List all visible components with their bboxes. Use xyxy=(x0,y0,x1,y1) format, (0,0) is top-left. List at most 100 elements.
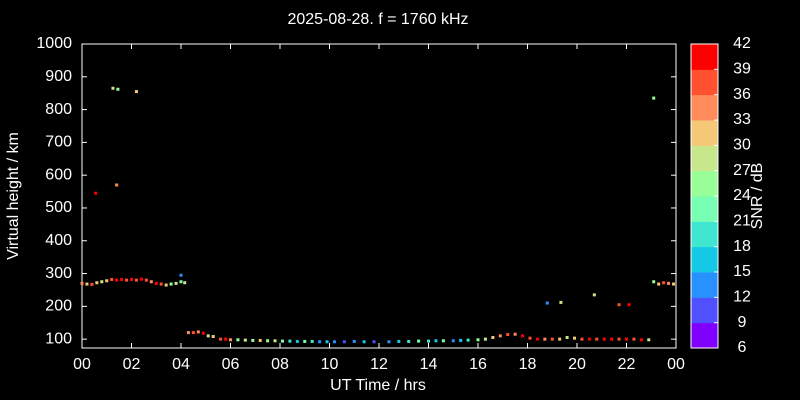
colorbar-tick-label: 18 xyxy=(733,238,751,255)
data-point xyxy=(115,278,119,282)
data-point xyxy=(397,339,401,343)
data-point xyxy=(80,281,84,285)
data-point xyxy=(491,336,495,340)
y-tick-label: 500 xyxy=(45,199,72,216)
x-tick-label: 12 xyxy=(370,356,388,373)
data-point xyxy=(625,337,628,341)
x-tick-label: 10 xyxy=(321,356,339,373)
x-axis-label: UT Time / hrs xyxy=(330,377,426,394)
data-point xyxy=(627,303,631,307)
data-point xyxy=(134,278,138,282)
data-point xyxy=(201,331,205,335)
data-point xyxy=(174,281,178,285)
x-tick-label: 02 xyxy=(123,356,141,373)
x-tick-label: 00 xyxy=(73,356,91,373)
colorbar-tick-label: 27 xyxy=(733,162,751,179)
data-point xyxy=(417,339,421,343)
data-point xyxy=(451,339,455,343)
data-point xyxy=(243,338,247,342)
y-axis-label: Virtual height / km xyxy=(5,132,22,260)
x-tick-label: 14 xyxy=(420,356,438,373)
data-point xyxy=(667,281,671,285)
colorbar-band xyxy=(691,272,718,298)
data-point xyxy=(179,280,183,284)
data-point xyxy=(111,86,115,90)
data-point xyxy=(610,337,614,341)
y-tick-label: 200 xyxy=(45,298,72,315)
colorbar-tick-label: 42 xyxy=(733,35,751,52)
data-point xyxy=(352,339,356,343)
data-point xyxy=(573,336,577,340)
x-tick-label: 16 xyxy=(469,356,487,373)
data-point xyxy=(372,340,376,344)
data-point xyxy=(134,90,138,94)
data-point xyxy=(280,339,284,343)
data-point xyxy=(617,337,621,341)
data-point xyxy=(100,280,104,284)
data-point xyxy=(318,340,322,344)
data-point xyxy=(521,334,525,338)
data-point xyxy=(85,282,89,286)
x-tick-label: 08 xyxy=(271,356,289,373)
data-point xyxy=(90,282,94,286)
data-point xyxy=(144,278,148,282)
data-point xyxy=(236,338,240,342)
data-point xyxy=(115,183,119,187)
x-tick-label: 04 xyxy=(172,356,190,373)
data-point xyxy=(672,282,676,286)
data-point xyxy=(183,281,187,285)
y-tick-label: 1000 xyxy=(36,35,72,52)
data-point xyxy=(206,334,210,338)
colorbar-band xyxy=(691,322,718,349)
data-point xyxy=(498,334,502,338)
colorbar-band xyxy=(691,297,718,324)
data-point xyxy=(110,277,114,281)
data-point xyxy=(652,96,656,100)
y-tick-label: 700 xyxy=(45,134,72,151)
data-point xyxy=(251,338,255,342)
data-point xyxy=(169,282,173,286)
data-point xyxy=(191,331,195,335)
data-point xyxy=(592,293,596,297)
colorbar-tick-label: 33 xyxy=(733,111,751,128)
colorbar-band xyxy=(691,145,718,172)
data-point xyxy=(266,339,270,343)
data-point xyxy=(105,279,109,283)
colorbar-tick-label: 6 xyxy=(738,339,747,356)
colorbar-tick-label: 36 xyxy=(733,86,751,103)
data-point xyxy=(617,303,621,307)
data-point xyxy=(211,335,215,339)
data-point xyxy=(407,339,411,343)
data-point xyxy=(288,339,292,343)
data-point xyxy=(332,340,336,344)
data-point xyxy=(179,273,183,277)
data-point xyxy=(186,331,190,335)
data-point xyxy=(164,283,168,287)
data-point xyxy=(559,300,563,304)
x-tick-label: 22 xyxy=(618,356,636,373)
data-point xyxy=(535,337,539,341)
data-point xyxy=(273,339,277,343)
y-tick-label: 900 xyxy=(45,68,72,85)
data-point xyxy=(459,338,463,342)
data-point xyxy=(639,338,643,342)
data-point xyxy=(149,280,153,284)
data-point xyxy=(595,337,599,341)
x-tick-label: 20 xyxy=(568,356,586,373)
colorbar-band xyxy=(691,94,718,121)
colorbar-tick-label: 30 xyxy=(733,137,751,154)
data-point xyxy=(196,330,200,334)
data-point xyxy=(342,340,346,344)
x-tick-label: 00 xyxy=(667,356,685,373)
y-tick-label: 800 xyxy=(45,101,72,118)
colorbar-band xyxy=(691,120,718,146)
data-point xyxy=(587,337,591,341)
data-point xyxy=(224,337,228,341)
data-point xyxy=(139,277,143,281)
data-point xyxy=(310,339,314,343)
data-point xyxy=(466,338,470,342)
data-point xyxy=(258,338,262,342)
